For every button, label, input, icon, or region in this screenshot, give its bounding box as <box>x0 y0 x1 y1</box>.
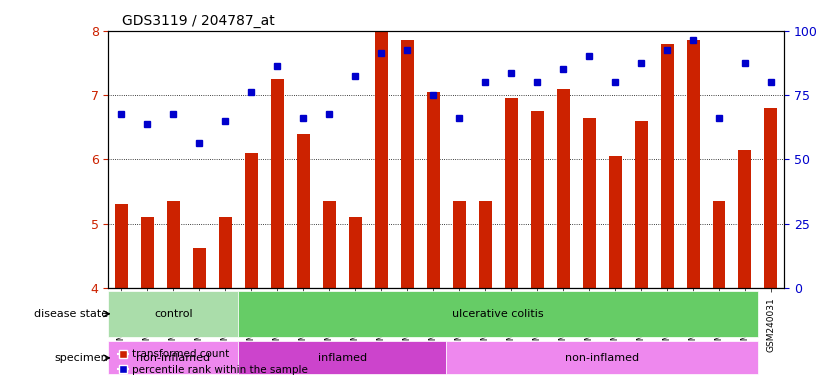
Text: non-inflamed: non-inflamed <box>565 353 639 363</box>
Legend: transformed count, percentile rank within the sample: transformed count, percentile rank withi… <box>113 345 313 379</box>
Text: control: control <box>154 309 193 319</box>
Bar <box>427 92 440 288</box>
Bar <box>219 217 232 288</box>
Bar <box>374 31 388 288</box>
Bar <box>635 121 647 288</box>
Bar <box>738 150 751 288</box>
Bar <box>556 89 570 288</box>
Bar <box>193 248 206 288</box>
Bar <box>141 217 154 288</box>
Bar <box>115 204 128 288</box>
FancyBboxPatch shape <box>239 341 446 374</box>
FancyBboxPatch shape <box>446 341 758 374</box>
Text: GDS3119 / 204787_at: GDS3119 / 204787_at <box>122 14 274 28</box>
Bar <box>245 153 258 288</box>
Bar <box>505 98 518 288</box>
FancyBboxPatch shape <box>108 291 239 337</box>
Bar <box>323 201 336 288</box>
Bar <box>479 201 492 288</box>
Text: non-inflamed: non-inflamed <box>136 353 210 363</box>
Bar <box>271 79 284 288</box>
Bar <box>349 217 362 288</box>
Bar <box>167 201 180 288</box>
Bar <box>530 111 544 288</box>
Bar <box>686 40 700 288</box>
Bar <box>453 201 465 288</box>
Text: ulcerative colitis: ulcerative colitis <box>452 309 544 319</box>
Bar <box>297 134 309 288</box>
FancyBboxPatch shape <box>108 341 239 374</box>
Text: specimen: specimen <box>55 353 108 363</box>
Bar <box>400 40 414 288</box>
Bar <box>712 201 726 288</box>
Bar <box>661 44 674 288</box>
Text: inflamed: inflamed <box>318 353 367 363</box>
Bar <box>609 156 621 288</box>
Text: disease state: disease state <box>34 309 108 319</box>
FancyBboxPatch shape <box>239 291 758 337</box>
Bar <box>583 118 595 288</box>
Bar <box>765 108 777 288</box>
